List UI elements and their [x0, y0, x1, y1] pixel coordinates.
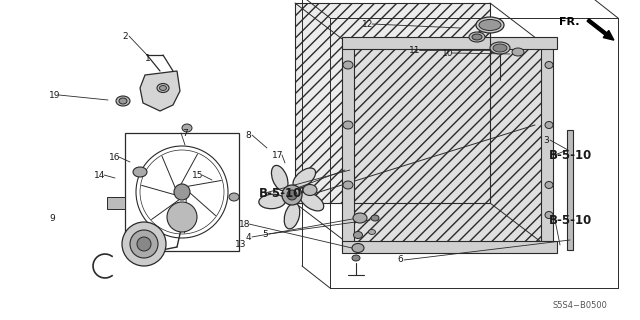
- Bar: [342, 40, 354, 250]
- Circle shape: [137, 237, 151, 251]
- Circle shape: [174, 184, 190, 200]
- Ellipse shape: [229, 193, 239, 201]
- Ellipse shape: [545, 122, 553, 129]
- Ellipse shape: [293, 168, 316, 188]
- Text: 18: 18: [239, 220, 251, 228]
- Text: 6: 6: [397, 255, 403, 265]
- Polygon shape: [140, 71, 180, 111]
- Text: B-5-10: B-5-10: [548, 148, 591, 162]
- Text: B-5-10: B-5-10: [259, 187, 301, 199]
- Ellipse shape: [182, 124, 192, 132]
- Bar: [342, 37, 557, 49]
- Text: 16: 16: [109, 153, 121, 162]
- Ellipse shape: [352, 244, 364, 252]
- Ellipse shape: [353, 213, 367, 223]
- Text: 17: 17: [272, 150, 284, 159]
- Bar: [107, 197, 125, 209]
- Text: 5: 5: [262, 229, 268, 238]
- Ellipse shape: [493, 44, 507, 52]
- Text: 4: 4: [245, 233, 251, 242]
- Text: 8: 8: [245, 131, 251, 140]
- Bar: [541, 40, 553, 250]
- Ellipse shape: [352, 255, 360, 261]
- Ellipse shape: [472, 34, 482, 40]
- Circle shape: [287, 190, 297, 200]
- Ellipse shape: [545, 212, 553, 219]
- Bar: [350, 45, 545, 245]
- Ellipse shape: [343, 121, 353, 129]
- Text: 19: 19: [49, 91, 61, 100]
- Text: 1: 1: [145, 53, 151, 62]
- Circle shape: [122, 222, 166, 266]
- Ellipse shape: [545, 181, 553, 188]
- Ellipse shape: [259, 194, 285, 209]
- Ellipse shape: [119, 98, 127, 104]
- Ellipse shape: [303, 185, 317, 196]
- Ellipse shape: [271, 165, 288, 191]
- Text: 2: 2: [122, 31, 128, 41]
- Ellipse shape: [476, 17, 504, 33]
- Circle shape: [282, 185, 302, 205]
- Ellipse shape: [479, 20, 501, 30]
- Text: B-5-10: B-5-10: [548, 213, 591, 227]
- Text: FR.: FR.: [559, 17, 580, 27]
- Ellipse shape: [159, 85, 166, 91]
- Ellipse shape: [284, 203, 300, 229]
- Ellipse shape: [157, 84, 169, 92]
- Text: 9: 9: [49, 213, 55, 222]
- Ellipse shape: [343, 181, 353, 189]
- Text: 15: 15: [192, 171, 204, 180]
- Ellipse shape: [512, 48, 524, 56]
- Ellipse shape: [353, 231, 362, 238]
- Circle shape: [130, 230, 158, 258]
- Text: 7: 7: [182, 129, 188, 138]
- Bar: [295, 3, 490, 203]
- Ellipse shape: [300, 192, 324, 211]
- Text: S5S4−B0500: S5S4−B0500: [552, 300, 607, 309]
- Text: 3: 3: [543, 135, 549, 145]
- Ellipse shape: [545, 61, 553, 68]
- Ellipse shape: [369, 229, 376, 235]
- Ellipse shape: [371, 215, 379, 221]
- Text: 13: 13: [236, 239, 247, 249]
- Ellipse shape: [490, 42, 510, 54]
- FancyArrow shape: [587, 19, 614, 40]
- Bar: [342, 241, 557, 253]
- Bar: [567, 130, 573, 250]
- Circle shape: [167, 202, 197, 232]
- Ellipse shape: [469, 32, 485, 42]
- Ellipse shape: [116, 96, 130, 106]
- Ellipse shape: [133, 167, 147, 177]
- Ellipse shape: [343, 61, 353, 69]
- Text: 10: 10: [442, 49, 454, 58]
- Text: 12: 12: [362, 20, 374, 28]
- Text: 14: 14: [94, 171, 106, 180]
- Text: 11: 11: [409, 45, 420, 54]
